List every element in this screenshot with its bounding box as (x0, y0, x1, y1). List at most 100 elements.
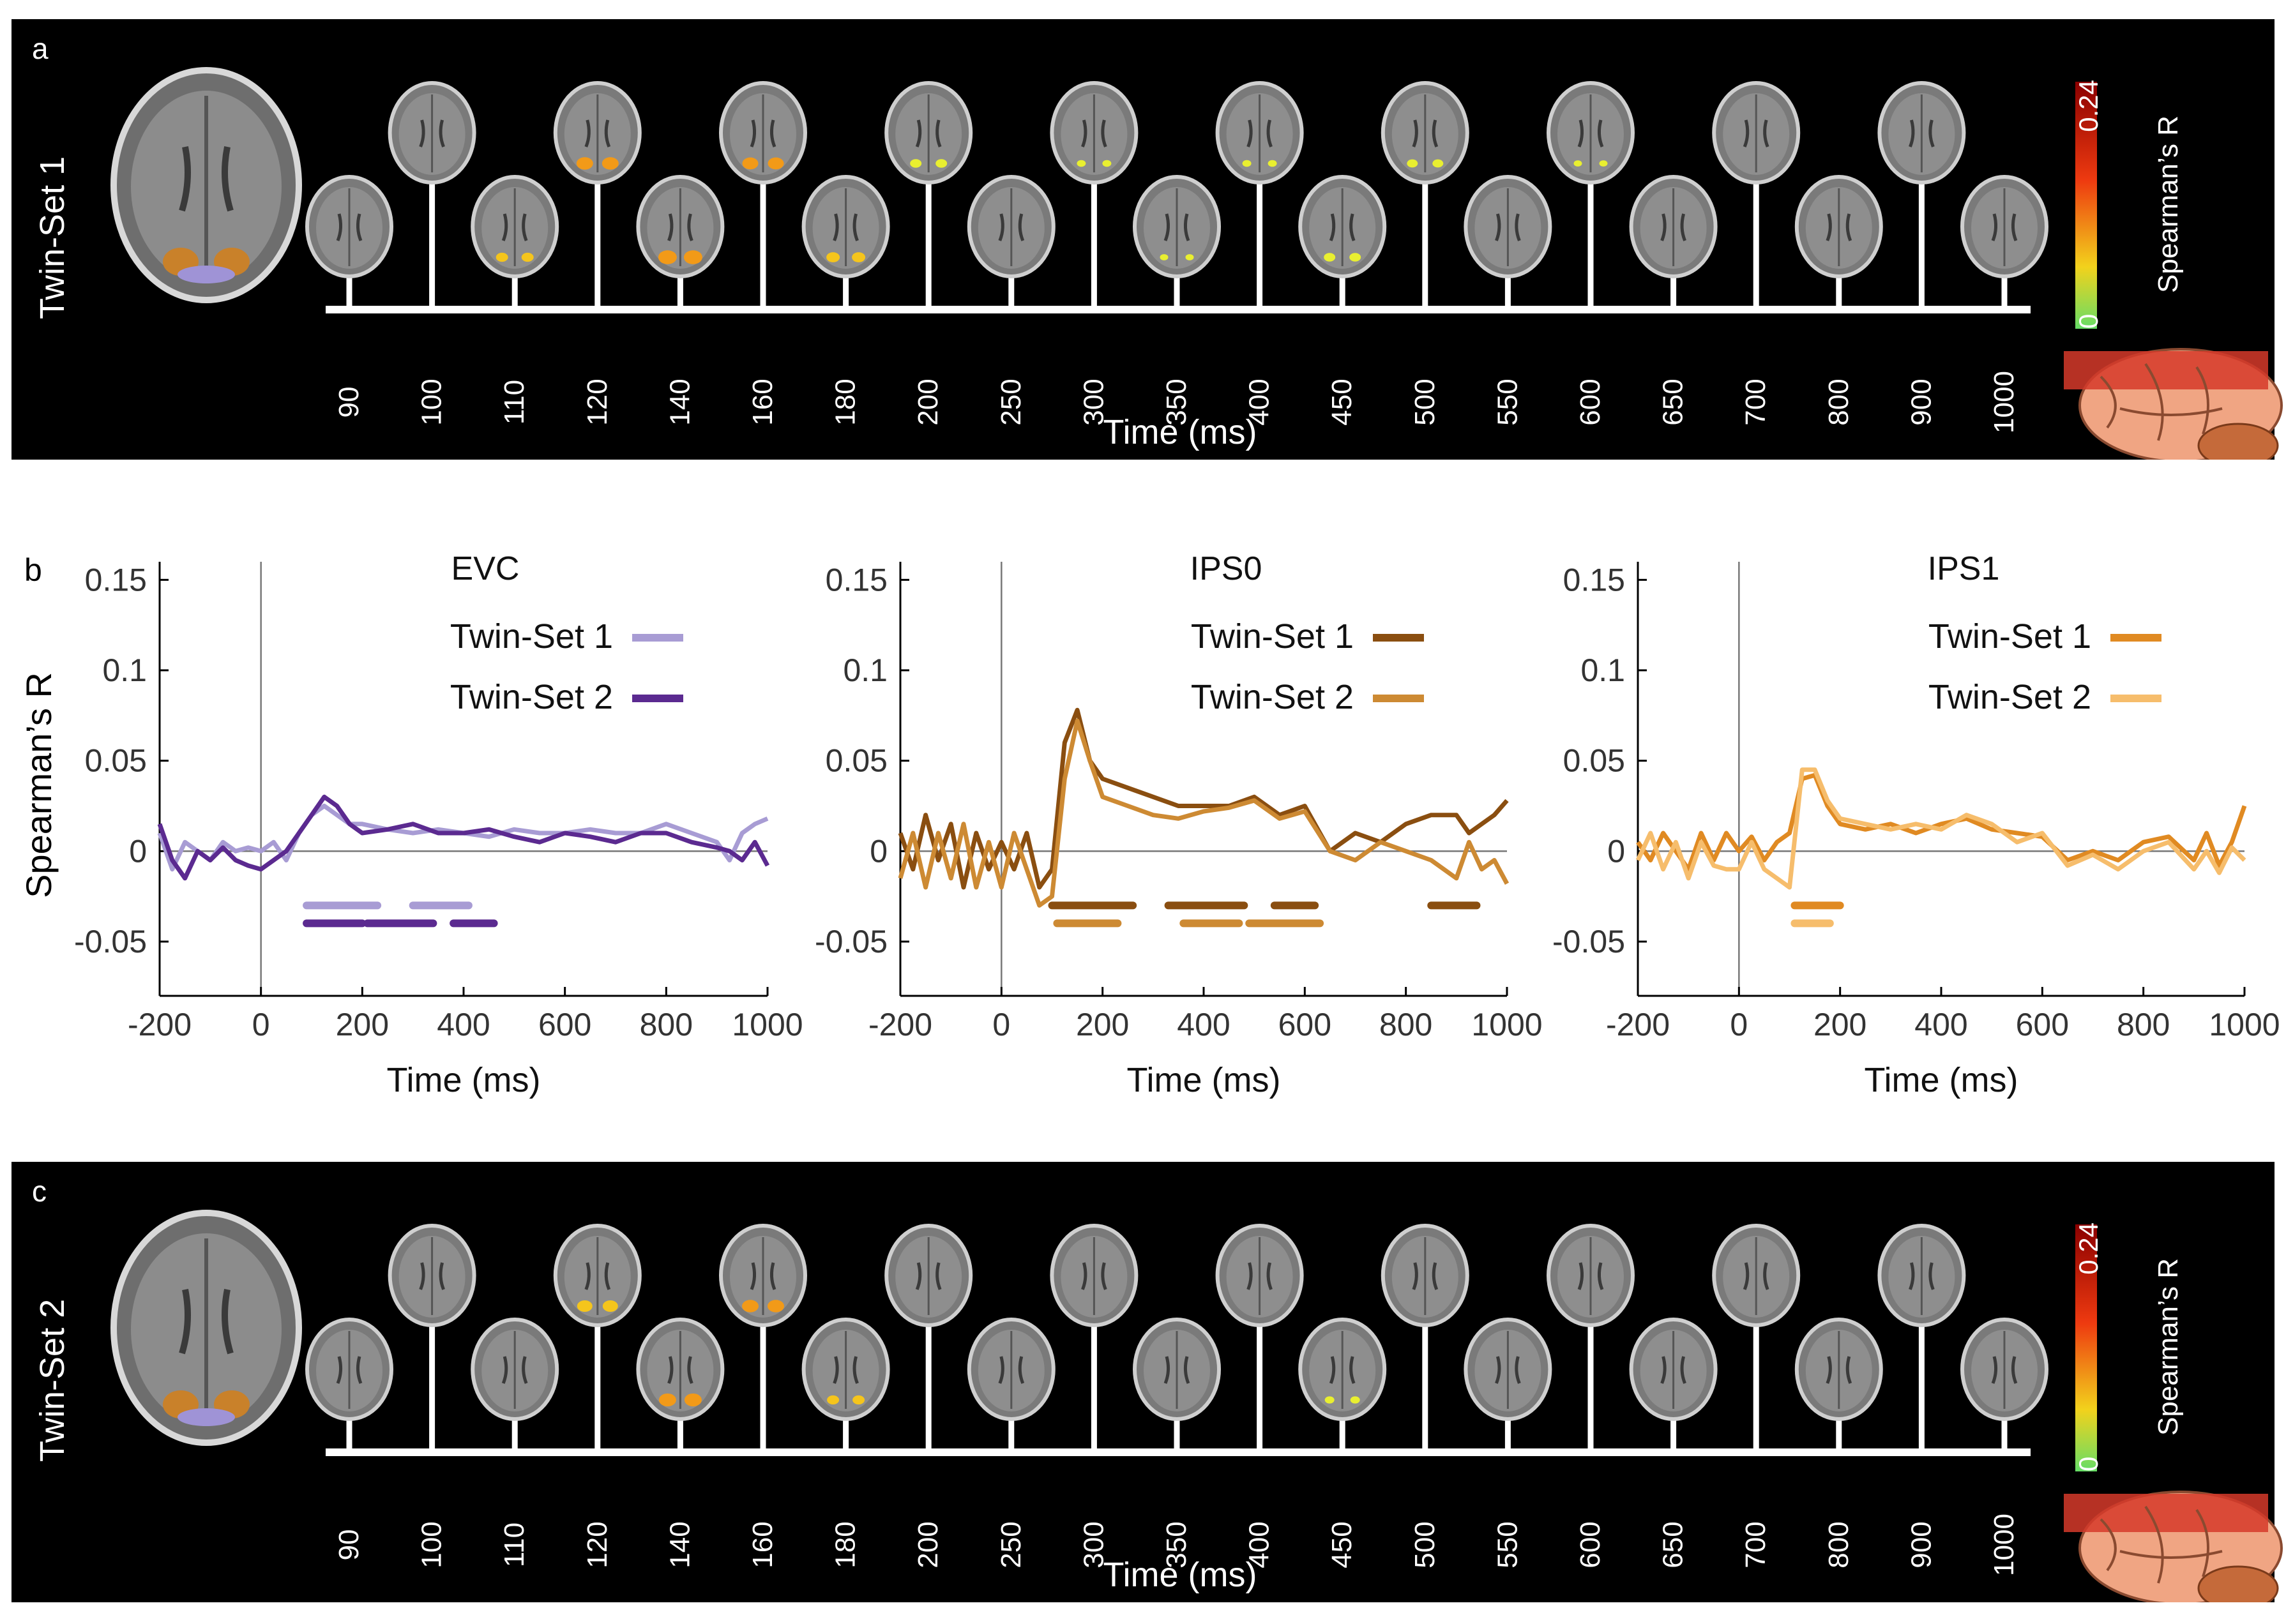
brain-ventricles (179, 1289, 234, 1355)
timepoint-label: 350 (1161, 379, 1192, 425)
timepoint-brain (967, 1318, 1056, 1421)
activation-right (1599, 160, 1608, 167)
activation-right (852, 252, 866, 262)
activation-left (1077, 160, 1086, 167)
timepoint-brain (1298, 1318, 1387, 1421)
x-tick-label: 0 (252, 1007, 270, 1042)
colorbar (2075, 1224, 2097, 1471)
chart-title: IPS1 (1928, 550, 2000, 587)
x-tick-label: 400 (437, 1007, 490, 1042)
timepoint-brain (553, 81, 642, 184)
roi-evc (178, 1408, 235, 1426)
brain-ventricles (1577, 1262, 1604, 1290)
brain-ventricles (501, 1356, 528, 1384)
timepoint-label: 500 (1409, 379, 1441, 425)
panel-c: c Twin-Set 2 90 100 110 120 140 160 180 200 250 300… (0, 1162, 2286, 1602)
timepoint-brain (1050, 81, 1139, 184)
timepoint-brain (1547, 1224, 1635, 1327)
x-tick-label: 200 (336, 1007, 389, 1042)
brain-ventricles (667, 1356, 693, 1384)
y-tick-label: 0.05 (826, 743, 888, 779)
brain-ventricles (1081, 1262, 1107, 1290)
activation-left (577, 1300, 593, 1312)
brain-ventricles (1991, 213, 2018, 241)
y-tick-label: 0 (870, 833, 888, 869)
timepoint-label: 700 (1740, 1521, 1771, 1568)
timepoint-brain (636, 1318, 725, 1421)
activation-left (826, 252, 840, 262)
activation-left (827, 1395, 840, 1405)
timepoint-brain (1133, 175, 1221, 278)
timepoint-label: 450 (1326, 1521, 1358, 1568)
activation-left (1242, 160, 1252, 167)
brain-ventricles (1081, 119, 1107, 147)
timepoint-brain (1547, 81, 1635, 184)
legend-label: Twin-Set 2 (1191, 678, 1354, 716)
timepoint-brain (884, 1224, 973, 1327)
brain-ventricles (419, 119, 445, 147)
timepoint-brain (1794, 175, 1883, 278)
brain-ventricles (833, 1356, 859, 1384)
brain-ventricles (915, 119, 942, 147)
chart-title: IPS0 (1190, 550, 1262, 587)
timepoint-brain (636, 175, 725, 278)
brain-ventricles (179, 146, 234, 212)
timepoint-brain (1960, 175, 2048, 278)
x-tick-label: -200 (1606, 1007, 1670, 1042)
sulci (2100, 363, 2223, 441)
colorbar-min: 0 (2073, 314, 2103, 329)
timepoint-brain (471, 175, 559, 278)
activation-right (1185, 254, 1194, 260)
x-tick-label: 1000 (1471, 1007, 1542, 1042)
colorbar-min: 0 (2073, 1457, 2103, 1471)
timepoint-label: 120 (582, 1521, 613, 1568)
timepoint-label: 300 (1078, 379, 1109, 425)
brain-ventricles (336, 213, 363, 241)
activation-left (1407, 159, 1418, 168)
x-tick-label: 200 (1813, 1007, 1866, 1042)
highlight-band (2064, 1494, 2268, 1532)
x-tick-label: 0 (1730, 1007, 1748, 1042)
activation-right (1349, 253, 1361, 262)
activation-right (1432, 159, 1444, 168)
activation-right (768, 157, 784, 170)
timepoint-label: 800 (1823, 379, 1854, 425)
reference-brain (110, 1210, 302, 1446)
timepoint-brain (388, 1224, 476, 1327)
activation-right (768, 1300, 784, 1312)
legend-label: Twin-Set 1 (450, 617, 613, 656)
activation-left (576, 157, 593, 170)
y-tick-label: 0.05 (85, 743, 147, 779)
activation-right (1102, 160, 1112, 167)
row-label: Twin-Set 1 (33, 156, 72, 319)
timepoint-label: 140 (664, 1521, 695, 1568)
timepoint-label: 100 (416, 379, 448, 425)
timepoint-label: 1000 (1988, 371, 2020, 433)
brain-ventricles (998, 1356, 1025, 1384)
brain-ventricles (998, 213, 1025, 241)
panel-letter: c (32, 1175, 47, 1208)
x-tick-label: 600 (1278, 1007, 1331, 1042)
timepoint-label: 650 (1658, 1521, 1689, 1568)
brain-ventricles (1495, 213, 1521, 241)
brain-ventricles (1577, 119, 1604, 147)
brain-ventricles (750, 1262, 776, 1290)
timepoint-brain (1298, 175, 1387, 278)
x-tick-label: 600 (2016, 1007, 2069, 1042)
activation-left (496, 252, 508, 262)
activation-left (658, 1393, 676, 1407)
lateral-brain-icon (2064, 1491, 2283, 1602)
brain-ventricles (1991, 1356, 2018, 1384)
panel-letter: b (24, 552, 42, 588)
brain-ventricles (1412, 1262, 1439, 1290)
brain-ventricles (1412, 119, 1439, 147)
x-tick-label: 800 (1379, 1007, 1432, 1042)
timepoint-label: 400 (1244, 1521, 1275, 1568)
y-tick-label: 0.1 (1580, 652, 1625, 688)
timepoint-label: 900 (1905, 1521, 1937, 1568)
colorbar-max: 0.24 (2073, 1222, 2103, 1275)
timepoint-brain (1712, 1224, 1801, 1327)
panel-a: a Twin-Set 1 90 100 110 120 140 160 180 200 250 300… (0, 19, 2286, 460)
timepoint-brain (305, 175, 393, 278)
x-tick-label: 0 (992, 1007, 1010, 1042)
